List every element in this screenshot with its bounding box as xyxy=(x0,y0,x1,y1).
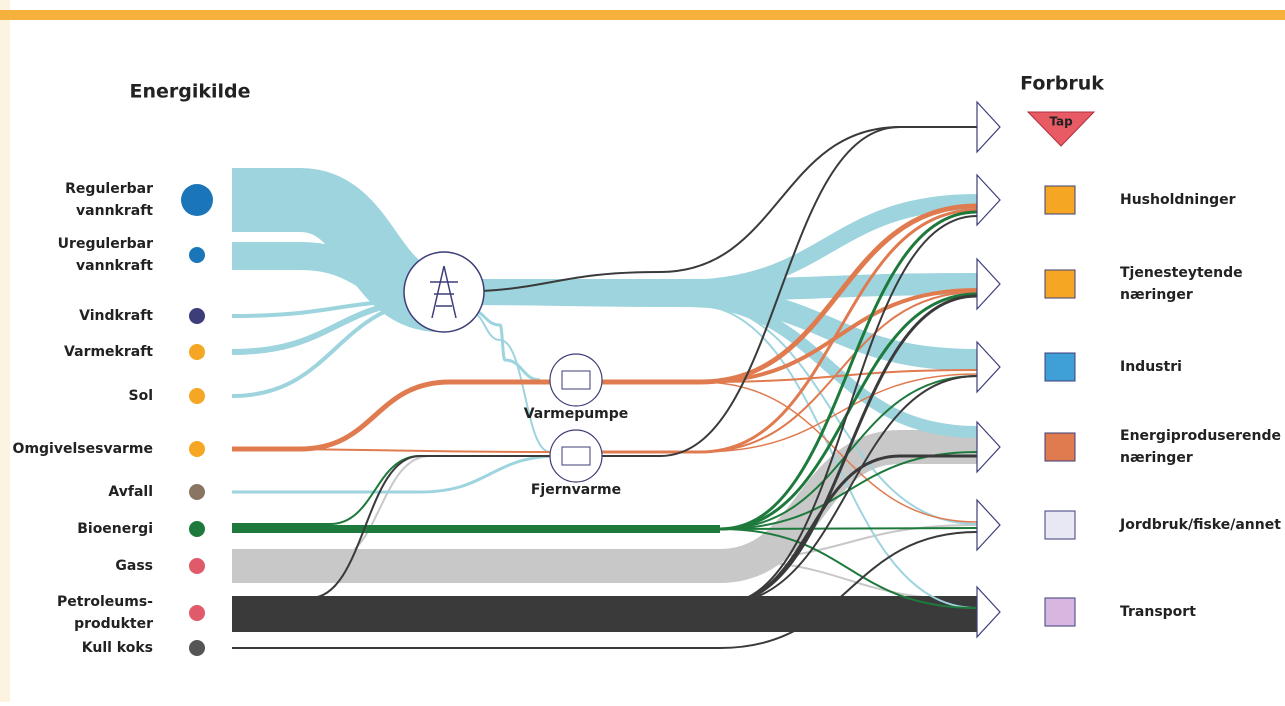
flow xyxy=(699,381,978,523)
grid-hub xyxy=(403,251,485,333)
converter-label: Varmepumpe xyxy=(524,406,629,422)
flow xyxy=(231,448,561,453)
flow xyxy=(719,528,978,609)
source-icon xyxy=(189,640,205,656)
flow xyxy=(232,379,560,452)
consumer-arrow xyxy=(976,498,1001,552)
source-icon xyxy=(189,344,205,360)
source-label: Avfall xyxy=(108,484,153,500)
flow xyxy=(699,373,978,453)
flow xyxy=(719,524,978,561)
flow xyxy=(443,126,977,293)
flow xyxy=(719,527,978,530)
source-icon xyxy=(189,605,205,621)
consumer-arrow xyxy=(976,420,1001,474)
flow xyxy=(469,308,541,382)
source-label: vannkraft xyxy=(76,258,153,274)
consumer-icon xyxy=(1044,510,1076,540)
top-bar xyxy=(0,10,1285,20)
flow xyxy=(232,430,977,583)
source-label: Regulerbar xyxy=(65,181,153,197)
flow xyxy=(232,531,978,649)
loss-label: Tap xyxy=(1049,115,1073,129)
consumer-label: Transport xyxy=(1120,604,1196,620)
consumer-label: Jordbruk/fiske/annet xyxy=(1119,517,1281,533)
converter-icon xyxy=(561,446,591,466)
flow xyxy=(600,208,978,454)
source-icon xyxy=(189,521,205,537)
flow xyxy=(699,288,978,384)
consumer-label: Tjenesteytende xyxy=(1120,265,1243,281)
flow xyxy=(719,215,978,605)
consumer-icon xyxy=(1044,432,1076,462)
source-label: Bioenergi xyxy=(77,521,153,537)
source-label: produkter xyxy=(74,616,153,632)
consumer-arrow xyxy=(976,340,1001,394)
sources-title: Energikilde xyxy=(129,81,250,103)
consumer-icon xyxy=(1044,352,1076,382)
source-label: Uregulerbar xyxy=(58,236,153,252)
consumer-label: Energiproduserende xyxy=(1120,428,1281,444)
source-label: Sol xyxy=(129,388,154,404)
flow xyxy=(719,375,978,605)
converter-node xyxy=(549,429,603,483)
consumer-arrow xyxy=(976,173,1001,227)
source-icon xyxy=(189,247,205,263)
consumer-icon xyxy=(1044,185,1076,215)
source-icon xyxy=(189,558,205,574)
flow xyxy=(469,311,551,453)
source-icon xyxy=(189,484,205,500)
pylon-icon xyxy=(430,265,458,319)
source-label: Vindkraft xyxy=(79,308,153,324)
flow xyxy=(232,455,560,599)
source-icon xyxy=(189,441,205,457)
source-label: vannkraft xyxy=(76,203,153,219)
flow xyxy=(232,454,561,494)
consumer-label: næringer xyxy=(1120,287,1193,303)
source-label: Varmekraft xyxy=(64,344,153,360)
source-label: Kull koks xyxy=(82,640,153,656)
consumer-label: Husholdninger xyxy=(1120,192,1236,208)
flow xyxy=(719,294,978,606)
consumer-arrow xyxy=(976,100,1001,154)
converter-node xyxy=(549,353,603,407)
consumer-icon xyxy=(1044,269,1076,299)
source-label: Gass xyxy=(115,558,153,574)
flow xyxy=(600,203,978,385)
flows xyxy=(231,126,978,649)
converter-label: Fjernvarme xyxy=(531,482,621,498)
consumer-label: næringer xyxy=(1120,450,1193,466)
flow xyxy=(232,455,560,561)
consumer-arrow xyxy=(976,257,1001,311)
flow xyxy=(699,369,978,383)
flow xyxy=(719,210,978,531)
consumer-arrow xyxy=(976,585,1001,639)
left-margin xyxy=(0,0,10,702)
consumers-title: Forbruk xyxy=(1020,73,1104,95)
flow xyxy=(699,291,978,453)
source-icon xyxy=(189,388,205,404)
nodes: Varmepumpe Fjernvarme Regulerbar vannkraft U… xyxy=(13,100,1281,656)
consumer-icon xyxy=(1044,597,1076,627)
source-label: Petroleums- xyxy=(57,594,153,610)
flow xyxy=(600,126,901,457)
flow xyxy=(231,298,441,398)
source-icon xyxy=(189,308,205,324)
flow xyxy=(443,292,978,438)
loss-arrow xyxy=(1026,111,1096,147)
source-label: Omgivelsesvarme xyxy=(13,441,153,457)
source-icon xyxy=(181,184,213,216)
consumer-label: Industri xyxy=(1120,359,1182,375)
converter-icon xyxy=(561,370,591,390)
